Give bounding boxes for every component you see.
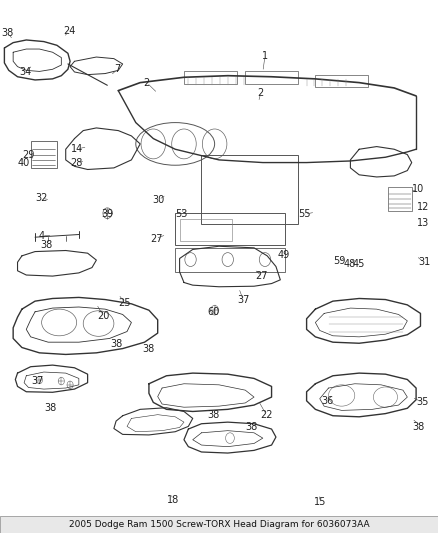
Bar <box>201 155 298 224</box>
Text: 2: 2 <box>258 88 264 98</box>
Bar <box>245 71 298 84</box>
Text: 38: 38 <box>412 423 424 432</box>
Text: 48: 48 <box>343 259 356 269</box>
Bar <box>184 71 237 84</box>
Text: 37: 37 <box>237 295 249 304</box>
Text: 38: 38 <box>208 410 220 419</box>
Text: 36: 36 <box>321 396 334 406</box>
Text: 27: 27 <box>151 234 163 244</box>
Text: 25: 25 <box>119 298 131 308</box>
Text: 31: 31 <box>418 257 430 267</box>
Bar <box>388 187 412 211</box>
Text: 39: 39 <box>101 209 113 219</box>
Text: 20: 20 <box>97 311 109 320</box>
Text: 27: 27 <box>256 271 268 281</box>
Text: 49: 49 <box>278 250 290 260</box>
Text: 40: 40 <box>18 158 30 167</box>
Text: 28: 28 <box>71 158 83 167</box>
Text: 53: 53 <box>176 209 188 219</box>
Text: 13: 13 <box>417 218 429 228</box>
Bar <box>31 141 57 168</box>
Bar <box>315 75 368 87</box>
Text: 2: 2 <box>144 78 150 87</box>
Text: 10: 10 <box>412 184 424 194</box>
Text: 34: 34 <box>19 67 32 77</box>
Text: 1: 1 <box>262 51 268 61</box>
Text: 15: 15 <box>314 497 326 507</box>
Text: 14: 14 <box>71 144 83 154</box>
Text: 24: 24 <box>63 26 75 36</box>
Bar <box>175 248 285 272</box>
Text: 60: 60 <box>208 307 220 317</box>
Text: 37: 37 <box>31 376 43 386</box>
Text: 30: 30 <box>152 195 165 205</box>
Text: 38: 38 <box>40 240 52 250</box>
Bar <box>0 516 438 533</box>
Text: 4: 4 <box>39 231 45 240</box>
Text: 7: 7 <box>114 64 120 74</box>
Text: 38: 38 <box>44 403 57 413</box>
Text: 38: 38 <box>142 344 154 354</box>
Text: 38: 38 <box>2 28 14 38</box>
Text: 18: 18 <box>167 495 179 505</box>
Text: 35: 35 <box>417 398 429 407</box>
Text: 38: 38 <box>246 423 258 432</box>
Text: 29: 29 <box>22 150 35 159</box>
Text: 2005 Dodge Ram 1500 Screw-TORX Head Diagram for 6036073AA: 2005 Dodge Ram 1500 Screw-TORX Head Diag… <box>69 520 369 529</box>
Text: 38: 38 <box>110 339 122 349</box>
Text: 22: 22 <box>260 410 272 419</box>
Bar <box>175 213 285 245</box>
Bar <box>180 219 232 241</box>
Text: 32: 32 <box>35 193 48 203</box>
Text: 45: 45 <box>352 259 364 269</box>
Text: 59: 59 <box>333 256 346 266</box>
Text: 12: 12 <box>417 202 429 212</box>
Text: 55: 55 <box>298 209 311 219</box>
